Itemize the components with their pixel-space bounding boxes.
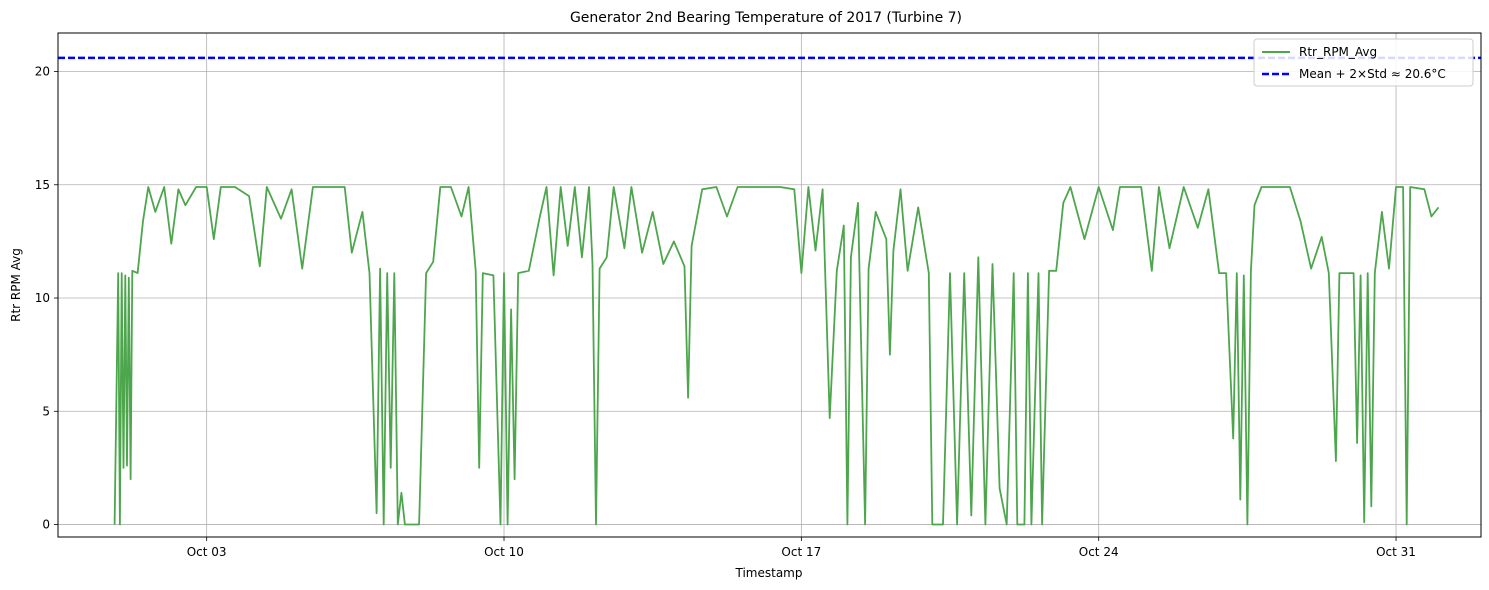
y-tick-label: 5 (42, 404, 50, 418)
x-tick-label: Oct 24 (1079, 545, 1119, 559)
plot-area (57, 32, 1482, 538)
x-tick-label: Oct 17 (781, 545, 821, 559)
chart-title: Generator 2nd Bearing Temperature of 201… (570, 10, 962, 26)
y-tick-label: 0 (42, 518, 50, 532)
legend-box (1253, 38, 1474, 87)
legend-label-threshold: Mean + 2×Std ≈ 20.6°C (1299, 67, 1446, 81)
y-tick-label: 10 (35, 291, 50, 305)
legend: Rtr_RPM_Avg Mean + 2×Std ≈ 20.6°C (1253, 38, 1474, 87)
x-tick-label: Oct 03 (187, 545, 227, 559)
series-line (113, 186, 1440, 526)
x-axis-label: Timestamp (735, 566, 803, 580)
legend-label-series: Rtr_RPM_Avg (1299, 45, 1377, 59)
y-tick-label: 20 (35, 65, 50, 79)
y-tick-label: 15 (35, 178, 50, 192)
y-axis: 0 5 10 15 20 (35, 65, 58, 532)
x-tick-label: Oct 31 (1376, 545, 1416, 559)
y-axis-label: Rtr RPM Avg (9, 248, 23, 322)
series-layer (113, 186, 1440, 526)
x-tick-label: Oct 10 (484, 545, 524, 559)
grid-lines (58, 33, 1481, 537)
x-axis: Oct 03 Oct 10 Oct 17 Oct 24 Oct 31 (187, 537, 1416, 559)
